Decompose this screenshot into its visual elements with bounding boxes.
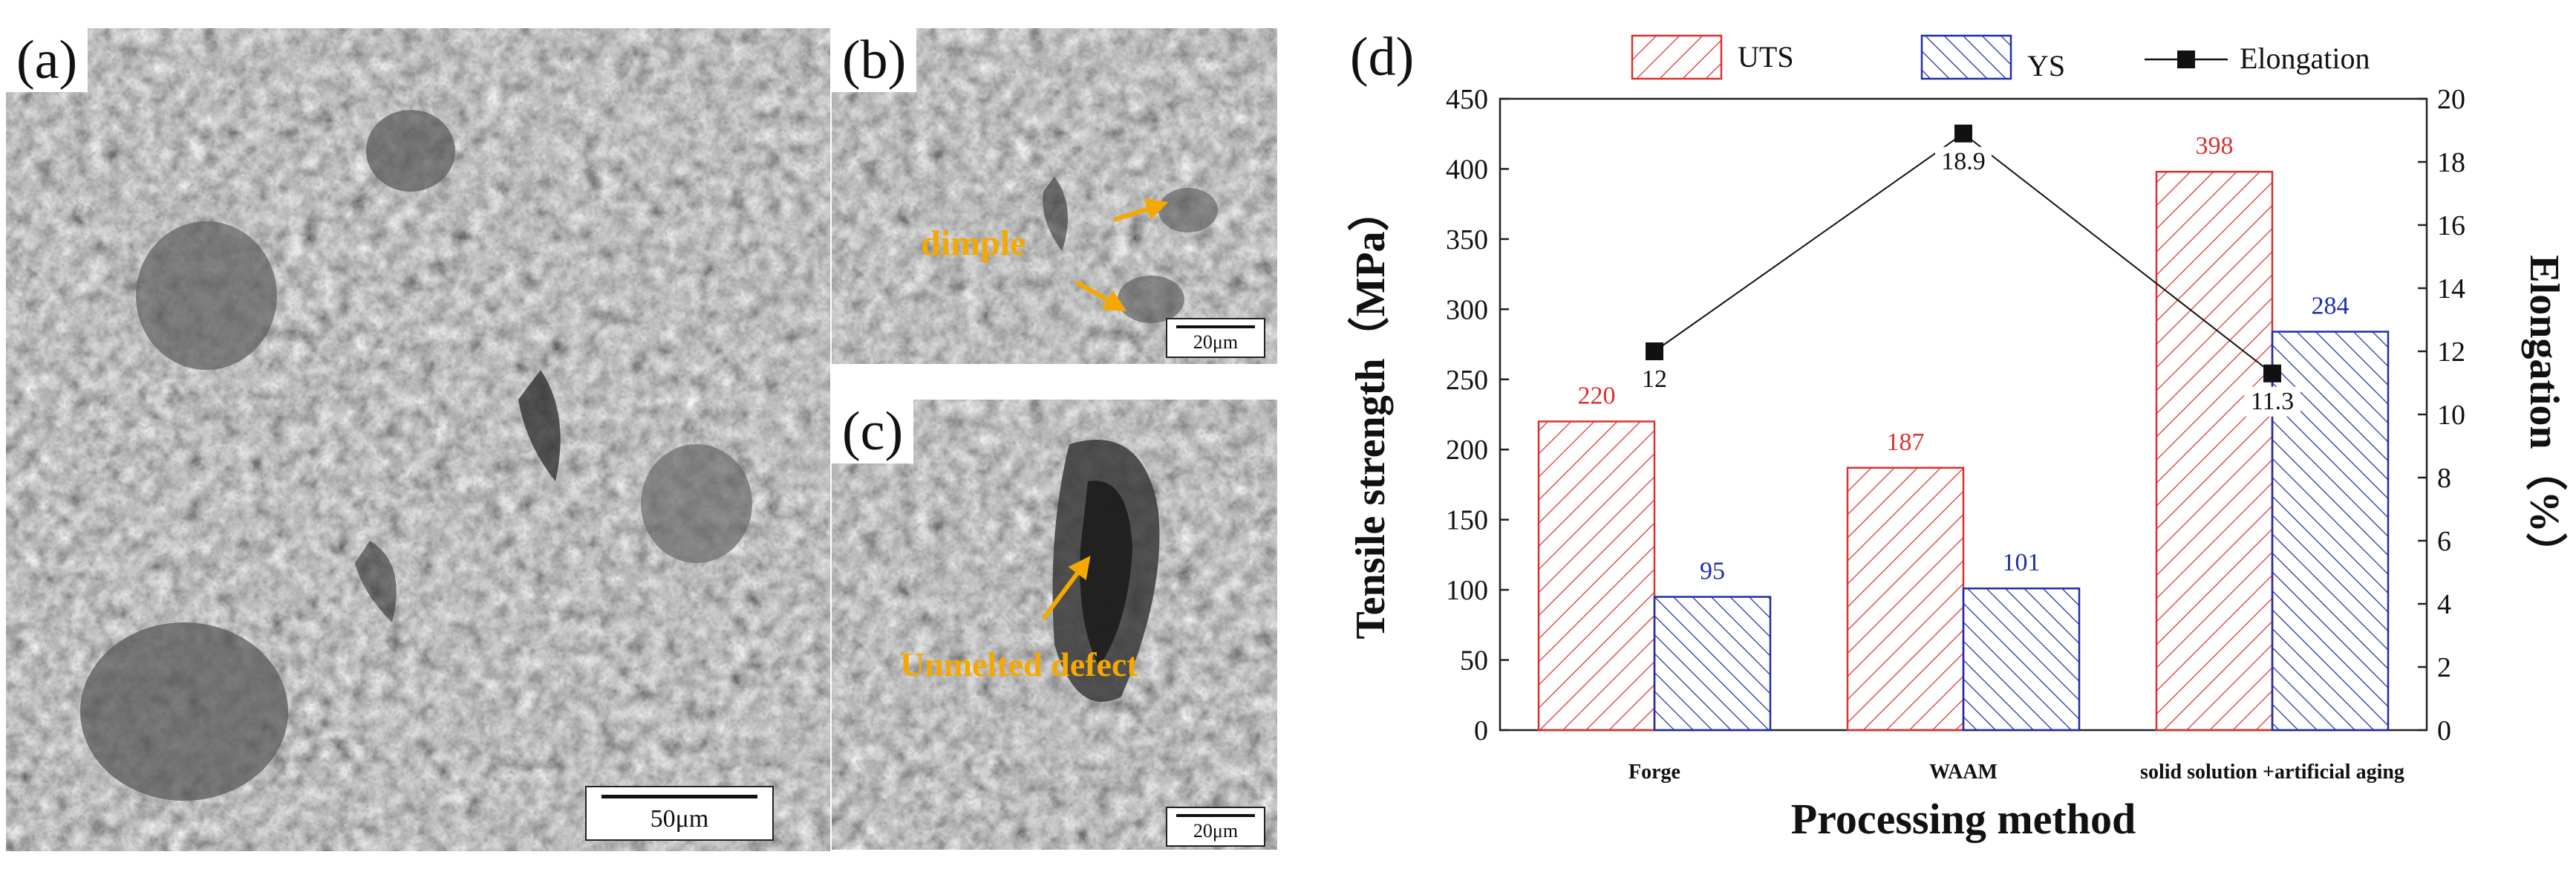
elongation-point <box>1954 124 1972 143</box>
y-axis-tick-label: 300 <box>1446 294 1488 325</box>
y2-axis-title: Elongation（%） <box>2521 255 2568 573</box>
scale-bar-line <box>1176 814 1255 817</box>
elongation-label-bg <box>1626 365 1683 394</box>
scale-bar-c: 20μm <box>1166 807 1265 847</box>
y2-axis-tick-label: 4 <box>2437 589 2451 620</box>
panel-label-d: (d) <box>1350 27 1415 88</box>
y-axis-tick-label: 400 <box>1446 154 1488 185</box>
micrograph-panel-c: (c) Unmelted defect 20μm <box>832 400 1277 850</box>
elongation-label-bg <box>1935 146 1992 177</box>
bar-uts <box>1537 420 1656 732</box>
elongation-point-label: 11.3 <box>2251 388 2294 415</box>
bar-label-ys: 101 <box>2003 549 2041 576</box>
bar-uts <box>2155 170 2274 732</box>
elongation-point <box>2263 364 2281 383</box>
y-axis-title: Tensile strength（MPa） <box>1347 189 1394 639</box>
sem-image-a <box>6 28 830 851</box>
bar-ys <box>1962 587 2081 732</box>
x-axis-category-label: Forge <box>1628 761 1680 784</box>
dimple-annotation: dimple <box>921 224 1026 263</box>
y-axis-tick-label: 350 <box>1446 224 1488 256</box>
scale-bar-line <box>1176 325 1255 328</box>
x-axis-category-label: WAAM <box>1929 761 1998 784</box>
y2-axis-tick-label: 10 <box>2437 400 2465 431</box>
bar-uts <box>1846 466 1965 732</box>
legend-label-ys: YS <box>2027 49 2065 82</box>
y2-axis-tick-label: 2 <box>2437 652 2451 683</box>
y-axis-tick-label: 100 <box>1446 575 1488 606</box>
elongation-label-bg <box>2244 386 2301 417</box>
panel-label-a: (a) <box>6 28 88 92</box>
y2-axis-tick-label: 18 <box>2437 147 2465 178</box>
y-axis-tick-label: 150 <box>1446 505 1488 536</box>
y-axis-tick-label: 200 <box>1446 435 1488 466</box>
y-axis-tick-label: 50 <box>1460 645 1488 677</box>
y2-axis-tick-label: 12 <box>2437 336 2465 368</box>
y2-axis-tick-label: 8 <box>2437 463 2451 494</box>
tensile-chart: 0 50 100 150 200 250 300 350 400 450 0 2 4 6 8 10 12 14 16… <box>1347 34 2568 843</box>
y2-axis-tick-label: 0 <box>2437 715 2451 746</box>
y2-axis-tick-label: 20 <box>2437 84 2465 115</box>
bar-label-uts: 187 <box>1887 429 1925 456</box>
elongation-point-label: 12 <box>1642 365 1667 393</box>
bar-label-ys: 95 <box>1700 558 1725 585</box>
panel-label-c: (c) <box>832 400 914 463</box>
bar-label-uts: 398 <box>2196 132 2234 160</box>
scale-bar-label: 50μm <box>650 805 709 833</box>
scale-bar-label: 20μm <box>1193 331 1239 353</box>
legend-label-uts: UTS <box>1738 40 1794 74</box>
scale-bar-b: 20μm <box>1166 318 1265 358</box>
y2-axis-tick-label: 16 <box>2437 210 2465 241</box>
legend-swatch-ys <box>1920 34 2012 80</box>
scale-bar-line <box>601 795 757 798</box>
elongation-point <box>1646 342 1663 360</box>
bar-label-ys: 284 <box>2312 293 2350 320</box>
bar-label-uts: 220 <box>1578 382 1616 409</box>
micrograph-panel-a: (a) 50μm <box>6 28 830 851</box>
legend-swatch-elongation-marker <box>2177 51 2195 68</box>
x-axis-category-label: solid solution +artificial aging <box>2140 761 2404 784</box>
unmelted-defect-annotation: Unmelted defect <box>900 645 1138 683</box>
bar-ys <box>1653 596 1772 732</box>
y-axis-tick-label: 0 <box>1474 715 1488 746</box>
elongation-point-label: 18.9 <box>1941 148 1986 175</box>
y2-axis-tick-label: 6 <box>2437 526 2451 557</box>
y-axis-tick-label: 250 <box>1446 365 1488 396</box>
y-axis-tick-label: 450 <box>1446 84 1488 115</box>
legend-swatch-uts <box>1631 34 1723 80</box>
legend-label-elongation: Elongation <box>2240 42 2370 75</box>
scale-bar-a: 50μm <box>585 786 774 841</box>
panel-label-b: (b) <box>832 28 917 92</box>
micrograph-panel-b: (b) dimple 20μm <box>832 28 1277 364</box>
sem-image-c <box>832 400 1277 850</box>
y2-axis-tick-label: 14 <box>2437 273 2465 305</box>
x-axis-title: Processing method <box>1791 795 2136 843</box>
sem-image-b <box>832 28 1277 364</box>
scale-bar-label: 20μm <box>1193 820 1239 842</box>
